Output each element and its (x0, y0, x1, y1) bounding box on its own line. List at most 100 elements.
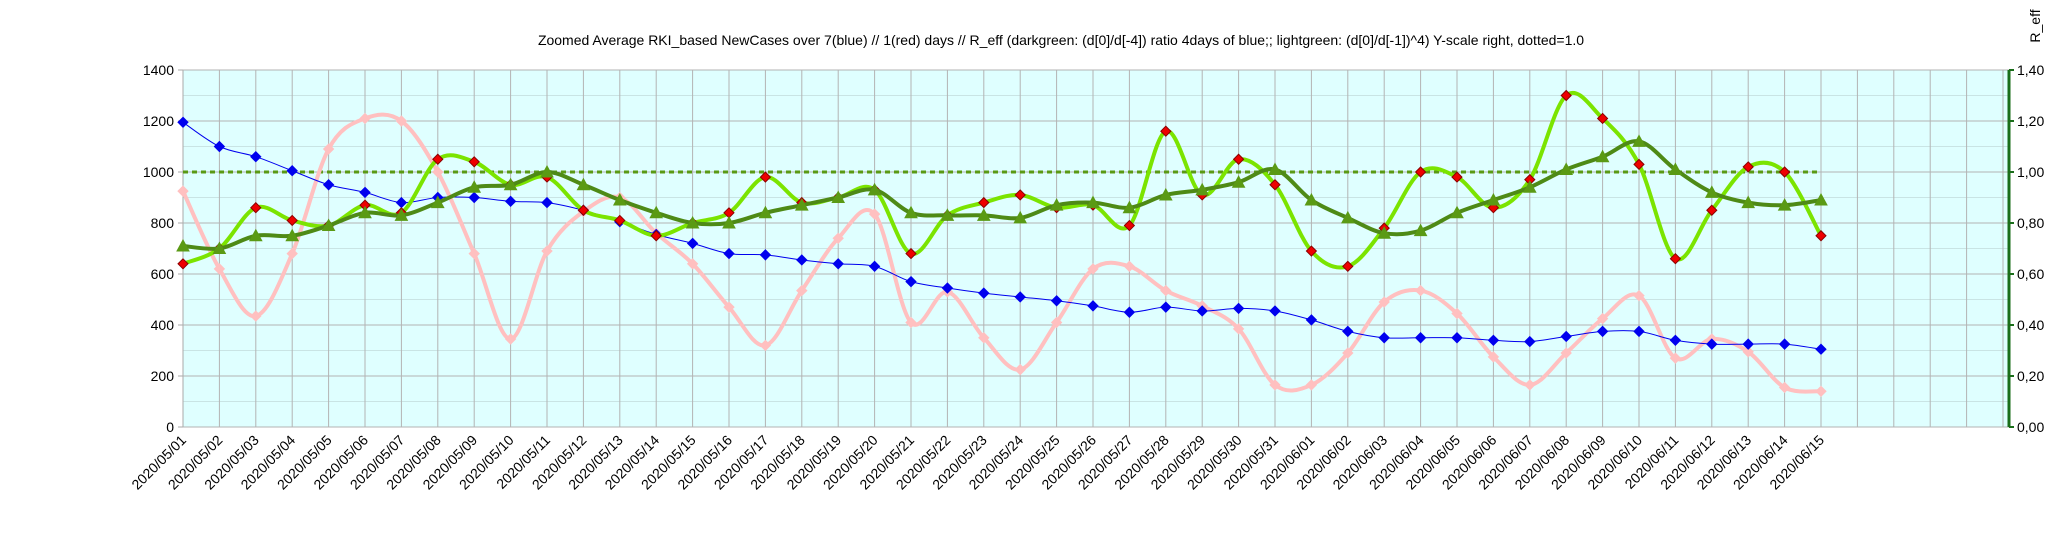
data-point-red (1160, 284, 1172, 297)
y-tick-label: 1000 (143, 164, 174, 180)
series-layer (176, 89, 1828, 398)
data-point-lightgreen (978, 196, 990, 209)
data-point-lightgreen (177, 258, 189, 270)
data-point-darkgreen (1595, 149, 1610, 163)
data-point-lightgreen (1305, 245, 1318, 257)
data-point-lightgreen (1160, 125, 1172, 137)
data-point-red (1378, 296, 1390, 308)
data-point-blue (1269, 305, 1281, 317)
data-point-blue (868, 260, 881, 273)
data-point-red (1742, 346, 1754, 358)
data-point-red (978, 332, 990, 344)
data-point-lightgreen (577, 204, 590, 216)
data-point-darkgreen (1668, 162, 1683, 175)
data-point-darkgreen (1049, 198, 1064, 211)
y2-tick-label: 0,20 (2017, 368, 2044, 384)
data-point-blue (213, 140, 226, 153)
data-point-blue (832, 258, 844, 270)
data-point-red (905, 316, 917, 329)
data-point-blue (941, 282, 954, 294)
data-point-lightgreen (614, 214, 626, 227)
data-point-darkgreen (1195, 182, 1210, 196)
data-point-red (1050, 316, 1063, 329)
data-point-blue (1232, 302, 1245, 315)
y-tick-label: 600 (151, 266, 175, 282)
data-point-darkgreen (1413, 223, 1428, 237)
data-point-lightgreen (1560, 89, 1572, 102)
data-point-blue (978, 287, 990, 299)
data-point-blue (1596, 325, 1609, 338)
data-point-darkgreen (321, 218, 336, 232)
data-point-red (250, 310, 262, 322)
data-point-darkgreen (1340, 210, 1355, 224)
data-point-darkgreen (1522, 180, 1537, 193)
data-point-red (1414, 284, 1427, 297)
data-point-red (832, 232, 844, 245)
data-point-lightgreen (1633, 158, 1645, 171)
data-point-darkgreen (649, 205, 664, 219)
data-point-blue (905, 275, 917, 288)
data-point-blue (541, 196, 553, 209)
data-point-darkgreen (430, 195, 445, 209)
data-point-darkgreen (1741, 195, 1756, 209)
data-point-red (504, 333, 517, 345)
data-point-lightgreen (1706, 204, 1718, 216)
series-darkgreen (176, 134, 1828, 254)
data-point-red (432, 166, 444, 178)
data-point-blue (1742, 338, 1754, 350)
y-tick-label: 0 (166, 419, 174, 435)
data-point-red (796, 284, 808, 297)
data-point-darkgreen (1814, 193, 1828, 206)
series-red (177, 112, 1827, 398)
data-point-lightgreen (905, 247, 917, 260)
data-point-darkgreen (940, 208, 955, 221)
data-point-red (541, 245, 553, 257)
data-point-red (1669, 352, 1682, 364)
data-point-blue (1815, 343, 1827, 355)
y-axis-right: 0,00 0,20 0,40 0,60 0,80 1,00 1,20 1,40 (2009, 62, 2044, 435)
data-point-blue (1050, 295, 1063, 307)
data-point-red (1305, 379, 1318, 391)
y-tick-label: 400 (151, 317, 175, 333)
data-point-darkgreen (576, 177, 591, 191)
data-point-darkgreen (904, 205, 918, 219)
data-point-darkgreen (1450, 205, 1464, 219)
data-point-red (1560, 347, 1572, 359)
data-point-darkgreen (248, 228, 263, 242)
data-point-red (1633, 289, 1645, 302)
y-axis-left: 0 200 400 600 800 1000 1200 1400 (143, 62, 183, 435)
data-point-blue (322, 179, 335, 191)
series-line-blue (182, 121, 1822, 350)
data-point-blue (1560, 330, 1572, 343)
data-point-red (322, 143, 335, 155)
data-point-lightgreen (1778, 166, 1791, 178)
y2-tick-label: 0,00 (2017, 419, 2044, 435)
series-line-darkgreen (182, 139, 1822, 251)
data-point-lightgreen (286, 214, 298, 227)
data-point-red (1342, 347, 1354, 359)
data-point-lightgreen (1815, 230, 1827, 242)
data-point-blue (1342, 325, 1354, 338)
data-point-red (359, 112, 371, 125)
data-point-lightgreen (759, 171, 772, 183)
data-point-darkgreen (1777, 198, 1792, 211)
data-point-darkgreen (831, 190, 846, 203)
x-axis: 2020/05/012020/05/022020/05/032020/05/04… (128, 432, 1827, 493)
data-point-red (177, 185, 189, 197)
data-point-darkgreen (1377, 226, 1392, 239)
data-point-blue (1160, 301, 1172, 313)
data-point-red (1451, 307, 1463, 320)
data-point-blue (1524, 335, 1536, 348)
data-point-blue (468, 191, 480, 204)
y2-tick-label: 0,40 (2017, 317, 2044, 333)
data-point-darkgreen (285, 228, 300, 242)
data-point-lightgreen (250, 201, 262, 214)
data-point-lightgreen (1596, 112, 1609, 125)
data-point-blue (1087, 300, 1099, 312)
data-point-darkgreen (1704, 185, 1719, 198)
data-point-darkgreen (794, 198, 809, 211)
data-point-darkgreen (758, 205, 773, 219)
data-point-red (1232, 323, 1245, 335)
data-point-darkgreen (685, 215, 700, 229)
